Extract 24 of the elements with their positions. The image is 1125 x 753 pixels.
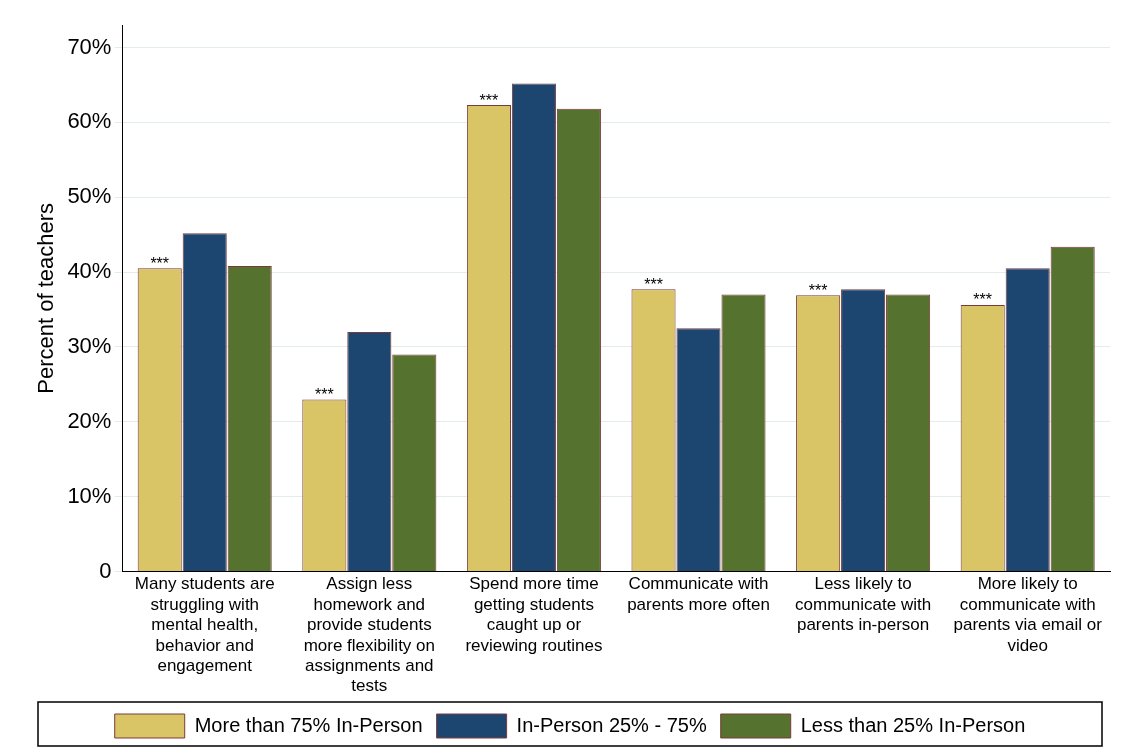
annotation: *** [973,291,993,309]
y-tick-label: 70% [67,33,112,59]
y-tick-label: 60% [67,108,112,134]
annotation: *** [644,275,663,293]
y-axis-title: Percent of teachers [33,202,59,394]
x-tick-label: Spend more time getting students caught up or reviewing routines [465,574,603,655]
legend-label: More than 75% In-Person [194,713,423,736]
annotation: *** [808,281,828,299]
legend-label: In-Person 25% - 75% [516,713,707,736]
x-tick-label: Many students are struggling with mental health, behavior and engagement [134,574,275,676]
y-tick-label: 0 [99,557,112,583]
annotation: *** [314,385,334,403]
x-tick-label: Communicate with parents more often [627,574,770,614]
x-tick-label: More likely to communicate with parents via email or video [953,574,1103,655]
y-tick-label: 40% [67,258,112,284]
x-tick-label: Assign less homework and provide students more flexibility on assignments and tests [303,574,435,696]
annotation: *** [150,254,170,272]
y-tick-label: 50% [67,183,112,209]
y-tick-label: 10% [67,482,112,508]
x-tick-label: Less likely to communicate with parents in-person [795,574,932,635]
y-tick-label: 30% [67,333,112,359]
y-tick-label: 20% [67,407,112,433]
annotation: *** [479,91,499,109]
legend-label: Less than 25% In-Person [800,713,1026,736]
